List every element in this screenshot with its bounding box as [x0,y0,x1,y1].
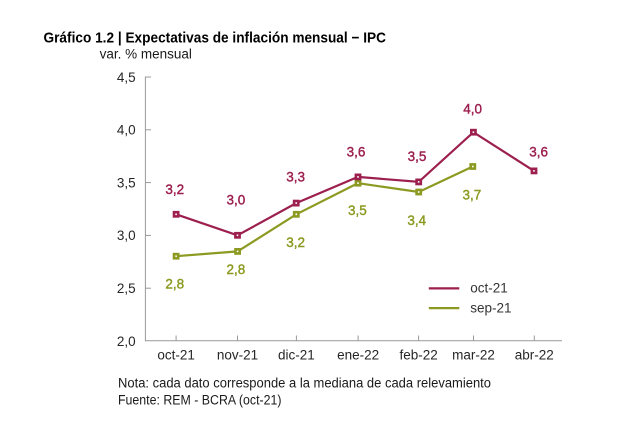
svg-text:dic-21: dic-21 [278,348,315,363]
svg-text:Fuente: REM - BCRA (oct-21): Fuente: REM - BCRA (oct-21) [118,393,282,408]
svg-text:sep-21: sep-21 [470,301,511,316]
svg-text:2,5: 2,5 [117,281,136,296]
svg-text:mar-22: mar-22 [452,348,495,363]
svg-text:3,2: 3,2 [165,182,184,197]
svg-text:oct-21: oct-21 [470,280,508,295]
svg-text:3,4: 3,4 [407,213,426,228]
svg-text:Nota: cada dato corresponde a: Nota: cada dato corresponde a la mediana… [118,375,491,390]
svg-text:ene-22: ene-22 [337,348,379,363]
svg-text:2,8: 2,8 [227,262,246,277]
svg-text:3,7: 3,7 [463,188,482,203]
svg-text:2,8: 2,8 [165,276,184,291]
svg-text:3,6: 3,6 [347,145,366,160]
svg-text:3,3: 3,3 [286,169,305,184]
svg-text:2,0: 2,0 [117,334,136,349]
svg-text:4,5: 4,5 [117,70,136,85]
svg-text:3,0: 3,0 [227,193,246,208]
svg-text:3,0: 3,0 [117,228,136,243]
svg-text:feb-22: feb-22 [399,348,437,363]
svg-text:Gráfico 1.2 | Expectativas de: Gráfico 1.2 | Expectativas de inflación … [44,29,387,46]
svg-text:3,5: 3,5 [117,175,136,190]
svg-text:oct-21: oct-21 [157,348,195,363]
svg-text:3,6: 3,6 [529,145,548,160]
svg-text:nov-21: nov-21 [217,348,258,363]
svg-text:abr-22: abr-22 [515,348,554,363]
svg-text:var. % mensual: var. % mensual [100,47,192,62]
svg-text:4,0: 4,0 [117,123,136,138]
svg-text:3,2: 3,2 [286,235,305,250]
svg-text:4,0: 4,0 [463,101,482,116]
svg-text:3,5: 3,5 [348,203,367,218]
svg-text:3,5: 3,5 [408,149,427,164]
